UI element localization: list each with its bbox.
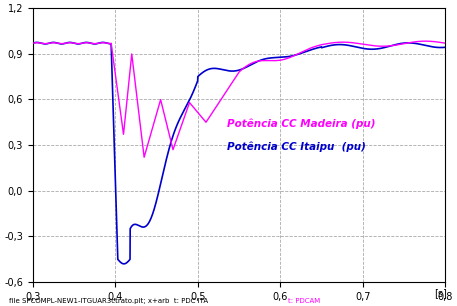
- Text: file SPCOMPL-NEW1-ITGUAR3ctrato.plt; x+arb  t: PDC ITA: file SPCOMPL-NEW1-ITGUAR3ctrato.plt; x+a…: [9, 298, 208, 304]
- Text: t: PDCAM: t: PDCAM: [288, 298, 320, 304]
- Text: [s]: [s]: [435, 288, 447, 298]
- Text: Potência CC Madeira (pu): Potência CC Madeira (pu): [227, 118, 375, 129]
- Text: Potência CC Itaipu  (pu): Potência CC Itaipu (pu): [227, 141, 366, 152]
